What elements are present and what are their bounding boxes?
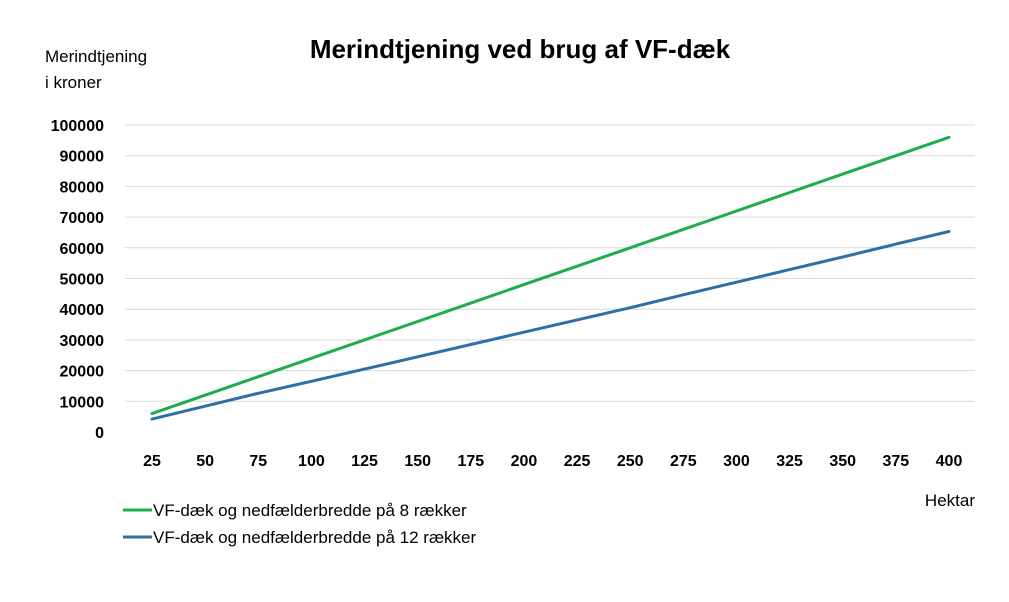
legend: VF-dæk og nedfælderbredde på 8 rækker VF-… — [123, 501, 477, 547]
x-tick-label: 300 — [723, 453, 750, 470]
x-tick-label: 175 — [457, 453, 484, 470]
x-tick-label: 275 — [670, 453, 697, 470]
grid-lines — [125, 124, 975, 402]
x-tick-label: 150 — [404, 453, 431, 470]
x-tick-label: 50 — [196, 453, 214, 470]
chart-title: Merindtjening ved brug af VF-dæk — [310, 34, 731, 64]
y-axis-label-line-2: i kroner — [45, 73, 102, 92]
y-tick-label: 20000 — [60, 364, 105, 381]
x-tick-label: 125 — [351, 453, 378, 470]
x-tick-label: 350 — [829, 453, 856, 470]
x-tick-label: 250 — [617, 453, 644, 470]
y-axis-label-line-1: Merindtjening — [45, 47, 147, 66]
y-tick-label: 0 — [95, 425, 104, 442]
y-tick-label: 100000 — [51, 118, 104, 135]
x-tick-labels: 25 50 75 100 125 150 175 200 225 250 275 300 325 350 3… — [143, 453, 962, 470]
x-tick-label: 400 — [936, 453, 963, 470]
x-axis-label: Hektar — [925, 491, 975, 510]
series-line-1 — [150, 135, 951, 416]
y-tick-label: 90000 — [60, 149, 105, 166]
x-tick-label: 200 — [511, 453, 538, 470]
x-tick-label: 325 — [776, 453, 803, 470]
legend-label-2: VF-dæk og nedfælderbredde på 12 rækker — [153, 528, 477, 547]
y-tick-label: 50000 — [60, 272, 105, 289]
series-line-2 — [150, 230, 951, 421]
y-tick-label: 30000 — [60, 333, 105, 350]
x-tick-label: 75 — [249, 453, 267, 470]
y-tick-label: 10000 — [60, 394, 105, 411]
x-tick-label: 225 — [564, 453, 591, 470]
legend-label-1: VF-dæk og nedfælderbredde på 8 rækker — [153, 501, 467, 520]
series-lines — [150, 135, 951, 421]
x-tick-label: 100 — [298, 453, 325, 470]
y-tick-label: 80000 — [60, 179, 105, 196]
x-tick-label: 25 — [143, 453, 161, 470]
x-tick-label: 375 — [883, 453, 910, 470]
y-tick-labels: 0 10000 20000 30000 40000 50000 60000 70000 8000… — [51, 118, 104, 442]
y-tick-label: 60000 — [60, 241, 105, 258]
y-tick-label: 70000 — [60, 210, 105, 227]
y-tick-label: 40000 — [60, 302, 105, 319]
